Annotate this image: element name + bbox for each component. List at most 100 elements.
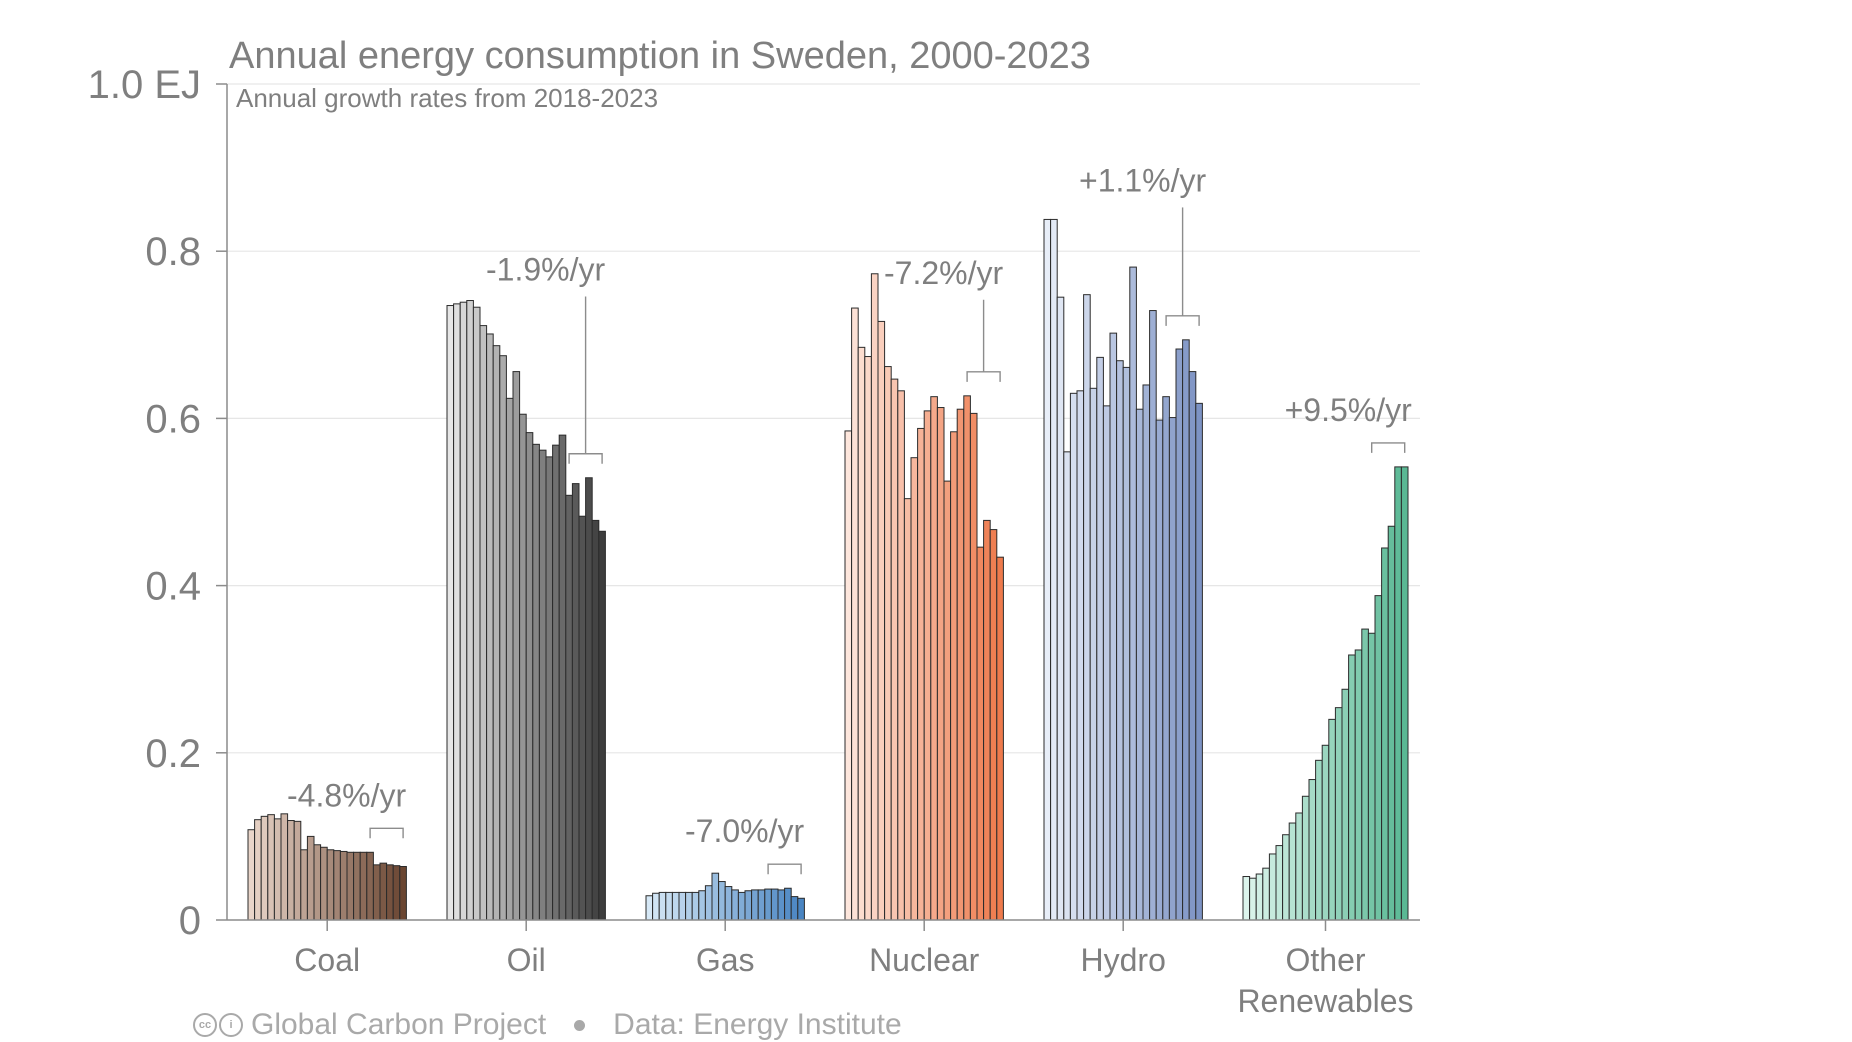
bar	[1050, 218, 1058, 921]
bar	[864, 356, 872, 921]
x-tick-label: Oil	[507, 942, 546, 978]
y-tick-label: 0.6	[145, 397, 201, 441]
bar	[897, 390, 905, 921]
bar-groups	[247, 218, 1409, 921]
bar	[671, 891, 680, 921]
bar	[757, 889, 766, 921]
bar	[353, 851, 361, 921]
x-tick-label: Coal	[294, 942, 360, 978]
bar	[280, 813, 289, 921]
bar-group-hydro	[1043, 218, 1203, 921]
bar	[1308, 779, 1317, 921]
bar	[1328, 718, 1336, 921]
bar	[1400, 466, 1409, 921]
bar	[1249, 877, 1257, 921]
growth-label: +9.5%/yr	[1285, 392, 1413, 428]
bar-group-oil	[446, 300, 606, 921]
bar	[744, 890, 753, 921]
growth-bracket	[1165, 315, 1200, 326]
bar	[784, 887, 792, 921]
bar	[665, 891, 673, 921]
growth-label: -4.8%/yr	[287, 777, 406, 813]
bar	[372, 864, 381, 921]
bar	[366, 851, 374, 921]
x-tick-label: Renewables	[1237, 983, 1413, 1019]
bar	[851, 307, 859, 921]
bar	[1083, 294, 1091, 921]
bar	[917, 427, 925, 921]
bar	[446, 305, 455, 921]
bar	[1268, 853, 1277, 921]
x-tick-label: Other	[1285, 942, 1365, 978]
axes: 0 0.2 0.4 0.6 0.8 1.0 EJ Coal Oil Gas Nuclear Hydr…	[88, 63, 1420, 1019]
bar	[571, 483, 580, 921]
bar	[505, 397, 514, 921]
bar	[399, 865, 407, 921]
bar	[1334, 707, 1343, 921]
bar	[930, 396, 938, 921]
x-tick-label: Gas	[696, 942, 755, 978]
bar	[453, 303, 461, 921]
bar	[260, 815, 269, 921]
bar	[969, 412, 978, 921]
bar	[1381, 547, 1389, 921]
bar	[1116, 360, 1124, 921]
bar	[910, 457, 919, 921]
bar	[1089, 387, 1098, 921]
bar	[247, 829, 256, 921]
bar	[691, 891, 700, 921]
bar	[472, 306, 481, 921]
y-tick-label: 0.2	[145, 732, 201, 776]
bar	[1122, 366, 1131, 921]
bar	[1162, 396, 1170, 921]
bar	[1096, 356, 1104, 921]
bar	[1374, 595, 1383, 921]
bar	[903, 498, 912, 921]
bar	[532, 443, 540, 921]
bar-group-gas	[645, 872, 805, 921]
bar	[1275, 845, 1284, 921]
bar	[313, 844, 322, 921]
bar	[1188, 371, 1197, 921]
y-tick-label: 0.4	[145, 565, 201, 609]
y-tick-label: 1.0 EJ	[88, 63, 201, 107]
bar	[1354, 649, 1363, 921]
bar	[877, 320, 886, 921]
bar-group-nuclear	[844, 273, 1004, 921]
bar	[287, 820, 295, 921]
bar	[1135, 408, 1144, 921]
bar	[254, 819, 262, 921]
by-glyph: i	[219, 1013, 243, 1037]
cc-glyph: cc	[193, 1013, 217, 1037]
bar	[519, 413, 527, 921]
chart-title: Annual energy consumption in Sweden, 200…	[229, 35, 1091, 77]
bar	[598, 530, 606, 921]
bar	[512, 371, 521, 921]
bar	[1255, 873, 1264, 921]
bar	[492, 345, 501, 921]
growth-label: -7.0%/yr	[685, 813, 804, 849]
footer-source: Global Carbon Project	[251, 1008, 547, 1041]
bar	[989, 529, 998, 921]
bar	[479, 325, 488, 921]
bar	[645, 895, 654, 921]
bar	[1262, 867, 1270, 921]
bar	[1394, 466, 1402, 921]
bar	[339, 850, 348, 921]
bar	[1288, 822, 1297, 921]
bar	[923, 410, 932, 921]
bar	[466, 300, 474, 921]
bar	[1069, 392, 1078, 921]
growth-annotations: -4.8%/yr -1.9%/yr -7.0%/yr -7.2%/yr +1.1%/yr…	[287, 162, 1413, 875]
bar	[1348, 654, 1356, 921]
bar	[1361, 628, 1369, 921]
bar	[844, 430, 853, 921]
bar	[678, 891, 687, 921]
bar	[538, 449, 547, 921]
bar	[724, 886, 733, 921]
bar	[585, 477, 593, 921]
bar	[1175, 348, 1184, 921]
bar	[1129, 266, 1137, 921]
bar	[1109, 332, 1118, 921]
growth-bracket	[568, 453, 603, 464]
